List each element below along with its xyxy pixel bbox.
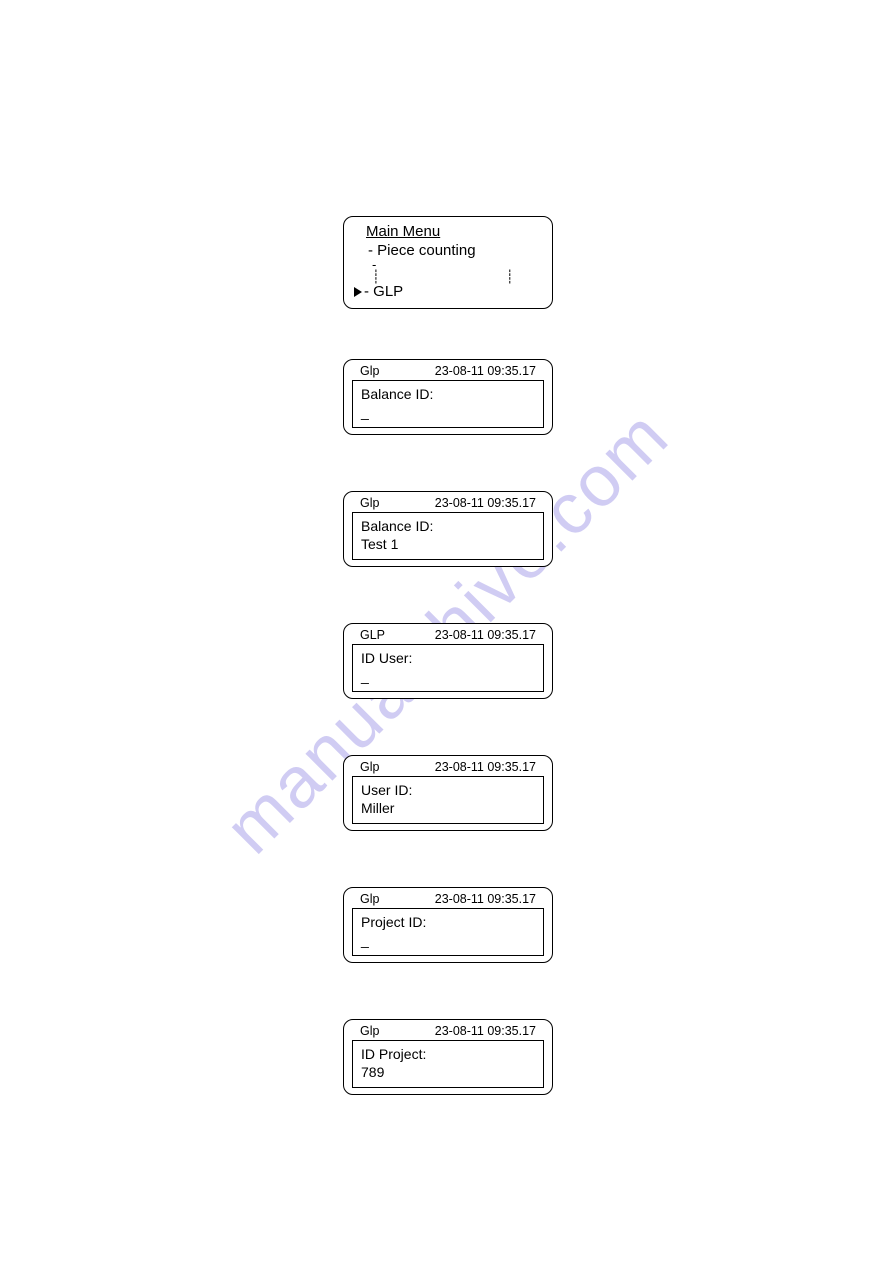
field-label: Balance ID:: [361, 386, 535, 402]
screen-header: Glp: [360, 1024, 379, 1038]
field-label: ID Project:: [361, 1046, 535, 1062]
screens-column: Main Menu - Piece counting - ┊ ┊ - GLP G…: [343, 216, 553, 1095]
screen-header: Glp: [360, 760, 379, 774]
screen-header: Glp: [360, 496, 379, 510]
balance-id-filled-screen: Glp 23-08-11 09:35.17 Balance ID: Test 1: [343, 491, 553, 567]
screen-timestamp: 23-08-11 09:35.17: [435, 364, 536, 378]
input-box: Balance ID: Test 1: [352, 512, 544, 560]
menu-title: Main Menu: [366, 223, 544, 240]
selection-arrow-icon: [354, 287, 362, 297]
field-value: _: [361, 932, 535, 948]
field-label: User ID:: [361, 782, 535, 798]
user-id-filled-screen: Glp 23-08-11 09:35.17 User ID: Miller: [343, 755, 553, 831]
field-label: ID User:: [361, 650, 535, 666]
input-box: Balance ID: _: [352, 380, 544, 428]
input-box: Project ID: _: [352, 908, 544, 956]
field-value: _: [361, 404, 535, 420]
menu-item-dotted: - ┊ ┊: [372, 259, 544, 282]
main-menu-screen: Main Menu - Piece counting - ┊ ┊ - GLP: [343, 216, 553, 309]
menu-item-glp-label: - GLP: [364, 283, 403, 300]
screen-header: GLP: [360, 628, 385, 642]
screen-timestamp: 23-08-11 09:35.17: [435, 496, 536, 510]
id-project-filled-screen: Glp 23-08-11 09:35.17 ID Project: 789: [343, 1019, 553, 1095]
balance-id-empty-screen: Glp 23-08-11 09:35.17 Balance ID: _: [343, 359, 553, 435]
menu-item-glp-selected: - GLP: [354, 283, 544, 300]
field-value: _: [361, 668, 535, 684]
input-box: ID Project: 789: [352, 1040, 544, 1088]
screen-timestamp: 23-08-11 09:35.17: [435, 1024, 536, 1038]
field-value: Miller: [361, 800, 535, 816]
field-label: Project ID:: [361, 914, 535, 930]
screen-timestamp: 23-08-11 09:35.17: [435, 760, 536, 774]
screen-header: Glp: [360, 892, 379, 906]
screen-timestamp: 23-08-11 09:35.17: [435, 628, 536, 642]
input-box: ID User: _: [352, 644, 544, 692]
id-user-empty-screen: GLP 23-08-11 09:35.17 ID User: _: [343, 623, 553, 699]
field-value: Test 1: [361, 536, 535, 552]
field-value: 789: [361, 1064, 535, 1080]
menu-item-piece-counting: - Piece counting: [368, 242, 544, 259]
screen-timestamp: 23-08-11 09:35.17: [435, 892, 536, 906]
screen-header: Glp: [360, 364, 379, 378]
input-box: User ID: Miller: [352, 776, 544, 824]
field-label: Balance ID:: [361, 518, 535, 534]
project-id-empty-screen: Glp 23-08-11 09:35.17 Project ID: _: [343, 887, 553, 963]
